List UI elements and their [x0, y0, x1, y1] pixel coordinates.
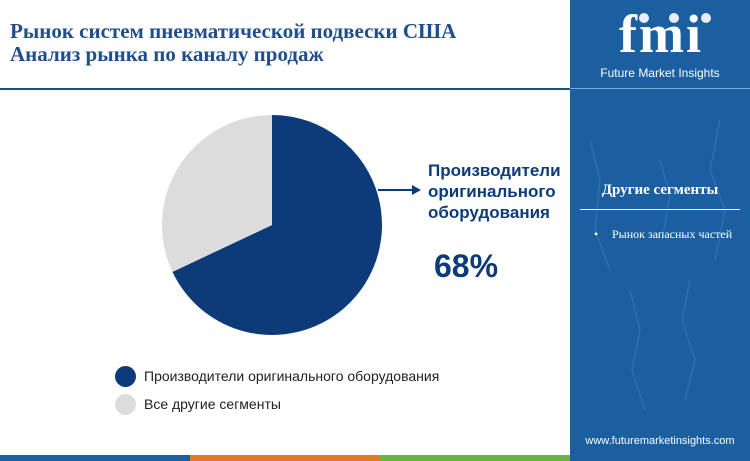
bottom-bar-segment: [190, 455, 380, 461]
sidebar-divider: [570, 88, 750, 89]
legend-label-oem: Производители оригинального оборудования: [144, 368, 440, 384]
pie-slice-oem: [172, 115, 383, 335]
bottom-color-bar: [0, 455, 570, 461]
page-title: Рынок систем пневматической подвески США…: [10, 20, 456, 66]
sidebar: fmi Future Market Insights Другие сегмен…: [570, 0, 750, 461]
other-segment-label: Рынок запасных частей: [612, 227, 733, 241]
pie-chart: [162, 115, 421, 335]
bottom-bar-segment: [0, 455, 190, 461]
callout-label-line-1: Производители: [428, 161, 561, 180]
decorative-lines: [589, 119, 726, 411]
website-url: www.futuremarketinsights.com: [585, 435, 735, 447]
bottom-bar-segment: [380, 455, 570, 461]
callout-value: 68%: [434, 248, 499, 284]
pie-slice-others: [162, 115, 272, 272]
legend-item-oem: Производители оригинального оборудования: [115, 365, 439, 387]
fmi-logo: fmi: [619, 8, 711, 60]
legend-swatch-oem: [115, 365, 136, 387]
legend-label-others: Все другие сегменты: [144, 396, 281, 412]
callout-label: Производители оригинального оборудования: [428, 160, 568, 223]
svg-text:fmi: fmi: [619, 8, 703, 60]
other-segments-list: • Рынок запасных частей: [592, 226, 742, 243]
callout-label-line-3: оборудования: [428, 203, 550, 222]
bullet-icon: •: [594, 227, 599, 241]
title-line-2: Анализ рынка по каналу продаж: [10, 42, 324, 66]
main-panel: Рынок систем пневматической подвески США…: [0, 19, 570, 461]
title-divider: [0, 88, 570, 90]
legend-item-others: Все другие сегменты: [115, 393, 439, 415]
legend: Производители оригинального оборудования…: [115, 365, 439, 421]
legend-swatch-others: [115, 393, 136, 415]
brand-name: Future Market Insights: [600, 66, 720, 80]
title-line-1: Рынок систем пневматической подвески США: [10, 19, 457, 43]
callout-arrow-head: [412, 185, 421, 195]
other-segments-heading: Другие сегменты: [601, 182, 719, 198]
callout-label-line-2: оригинального: [428, 182, 556, 201]
list-item: • Рынок запасных частей: [592, 226, 742, 243]
other-segments-divider: [580, 209, 740, 210]
